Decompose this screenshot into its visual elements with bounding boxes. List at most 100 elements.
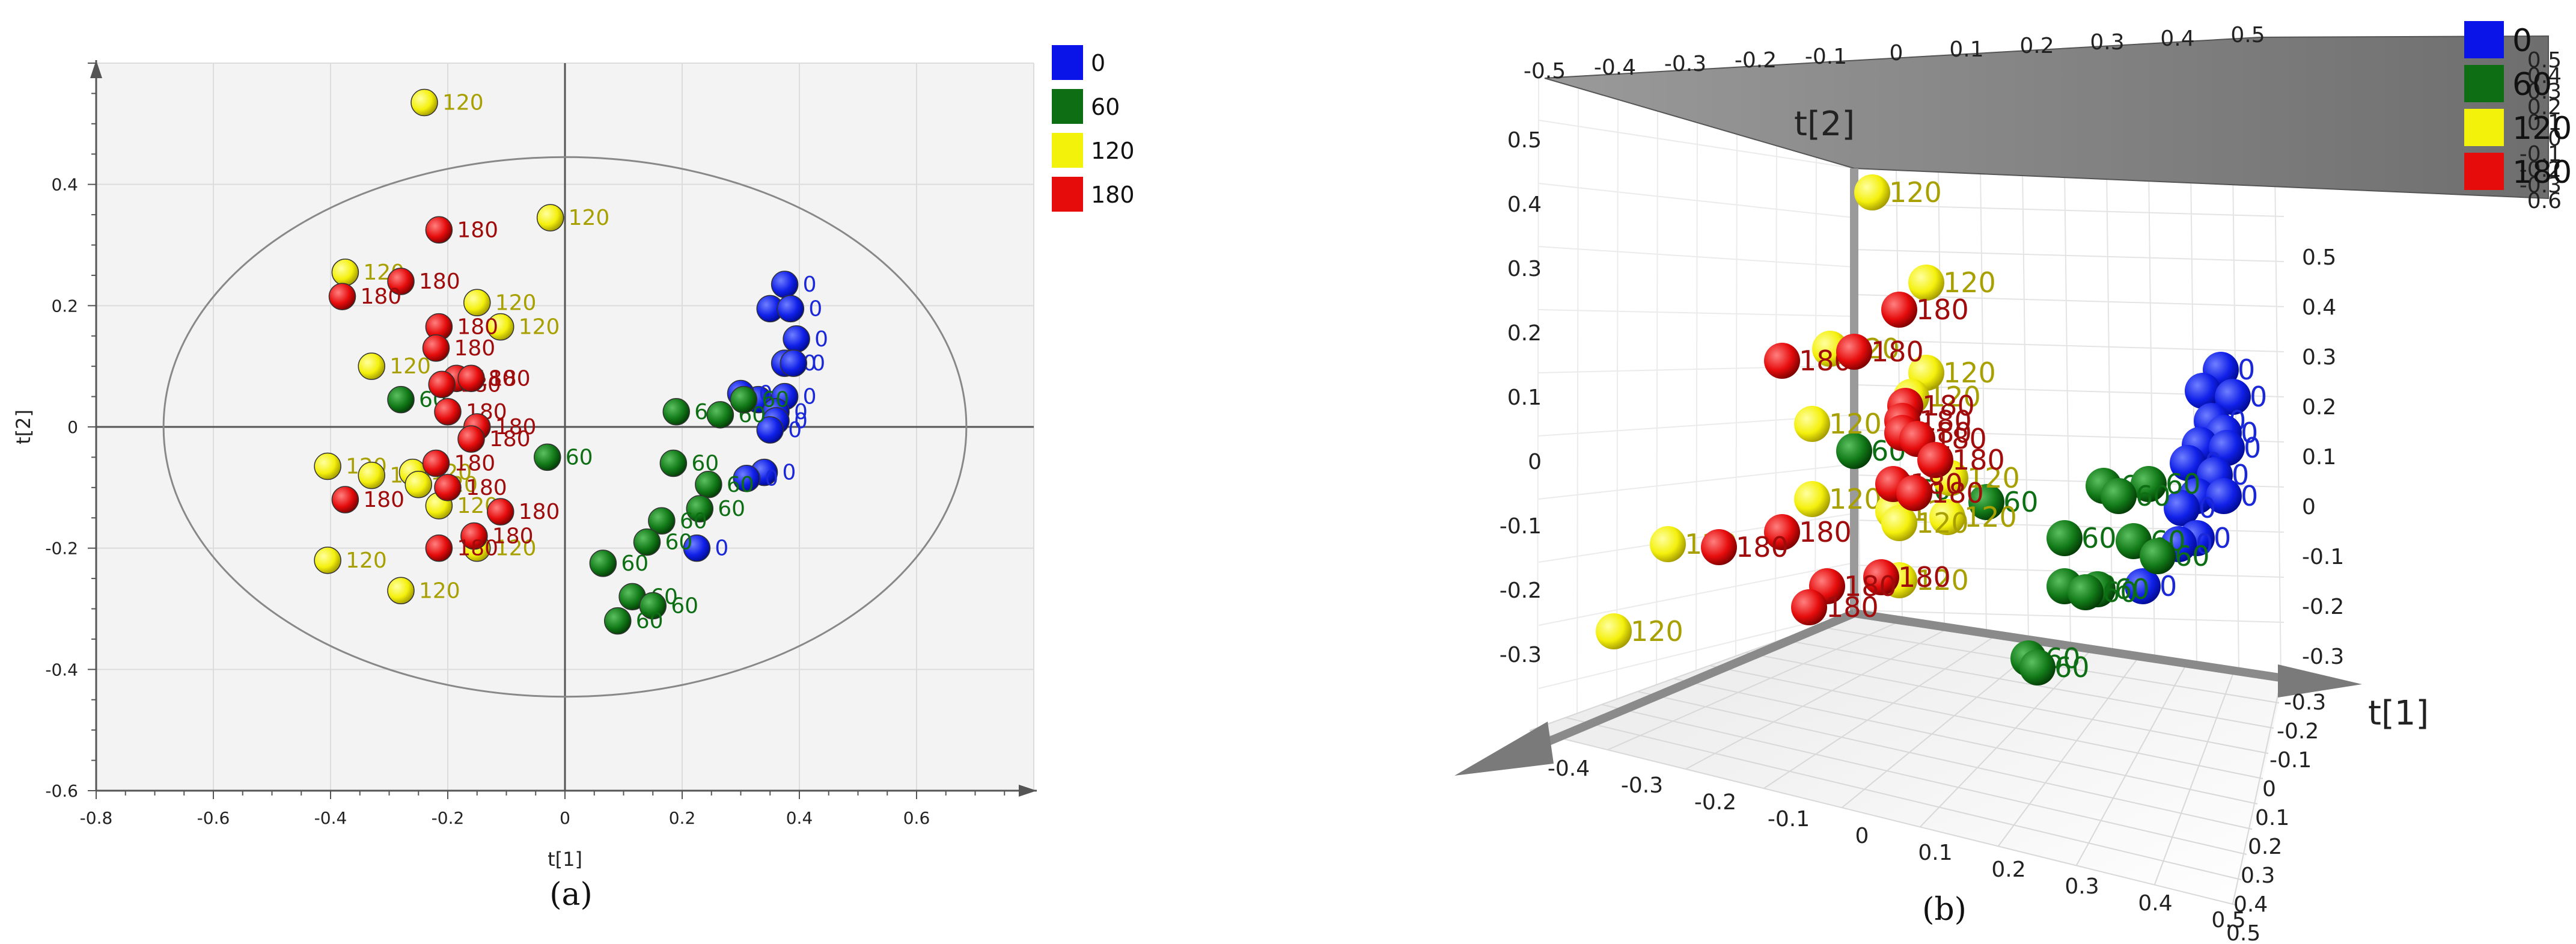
point-label: 180	[454, 336, 496, 361]
floor-grid-a	[1565, 717, 2242, 880]
sphere-label: 60	[2114, 573, 2150, 605]
bottom-right-tick-label: 0.2	[2248, 835, 2282, 859]
3d-scene	[1454, 35, 2549, 906]
right-tick-label: 0.4	[2302, 295, 2336, 320]
legend-label-60: 60	[1091, 94, 1120, 120]
point-120	[358, 352, 385, 380]
point-0	[771, 271, 799, 298]
sphere-label: 120	[1943, 357, 1996, 389]
sphere-180	[1917, 442, 1953, 478]
bottom-right-tick-label: -0.1	[2269, 748, 2312, 773]
legend-label-180: 180	[1091, 182, 1135, 208]
sphere-label: 120	[1631, 615, 1683, 648]
bottom-right-tick-label: -0.3	[2284, 690, 2326, 715]
sphere-label: 120	[1916, 507, 1969, 539]
sphere-60	[2019, 649, 2056, 685]
sphere-60	[2131, 466, 2167, 502]
point-120	[536, 204, 564, 231]
bottom-tick-label: -0.2	[1694, 790, 1736, 815]
top-right-tick-label: -0.2	[2520, 158, 2562, 182]
top-tick-label: 0.4	[2160, 26, 2194, 51]
point-label: 180	[519, 500, 560, 524]
right-tick-label: -0.3	[2302, 645, 2344, 669]
sphere-180	[1701, 529, 1737, 565]
y-axis-arrow	[90, 60, 102, 78]
x-tick-label: 0.6	[903, 808, 930, 828]
top-tick-label: 0.1	[1949, 37, 1983, 62]
y-tick-label: 0	[67, 417, 78, 437]
sphere-180	[1764, 514, 1800, 550]
panel-caption-a: (a)	[549, 877, 593, 913]
point-label: 0	[808, 296, 822, 321]
sphere-label: 60	[2081, 522, 2117, 554]
sphere-label: 0	[2214, 522, 2231, 554]
top-tick-label: 0.5	[2230, 23, 2265, 48]
sphere-label: 0	[2241, 480, 2258, 512]
back-grid-v	[1980, 168, 1987, 633]
left-tick-label: 0.2	[1507, 321, 1542, 346]
point-label: 0	[783, 461, 796, 485]
point-120	[463, 289, 491, 317]
point-label: 0	[803, 385, 817, 409]
sphere-180	[1836, 334, 1872, 370]
right-tick-label: -0.1	[2302, 545, 2344, 569]
back-grid-v	[2022, 168, 2029, 640]
point-180	[457, 364, 485, 393]
point-180	[425, 534, 453, 562]
point-60	[534, 443, 561, 471]
left-tick-label: -0.2	[1500, 578, 1542, 603]
point-60	[730, 385, 758, 414]
point-label: 120	[419, 578, 460, 603]
floor-grid-b	[1998, 656, 2140, 847]
score-plot-2d: -0.8 -0.6 -0.4 -0.2 0 0.2 0.4 0.6 -0.6-0.4-0.20…	[12, 45, 1135, 913]
bottom-tick-label: -0.1	[1768, 807, 1810, 832]
bottom-tick-label: -0.3	[1621, 773, 1663, 798]
x-tick-label: 0.2	[669, 808, 696, 828]
point-label: 180	[361, 284, 402, 309]
point-180	[460, 522, 488, 550]
point-label: 180	[419, 269, 460, 294]
sphere-label: 120	[1928, 381, 1981, 413]
point-label: 60	[762, 388, 789, 412]
point-label: 0	[794, 409, 808, 434]
sphere-label: 120	[1829, 483, 1882, 515]
left-tick-label: 0.4	[1507, 192, 1542, 217]
floor-grid-b	[2076, 663, 2187, 866]
legend-swatch-120	[1052, 133, 1083, 168]
left-grid-h	[1538, 246, 1855, 268]
left-grid-v	[1576, 88, 1579, 717]
point-120	[314, 547, 341, 574]
sphere-0	[2125, 568, 2161, 604]
sphere-60	[1836, 433, 1872, 469]
right-tick-label: 0.2	[2302, 395, 2336, 420]
axis-left-shaft	[1537, 609, 1856, 750]
axes	[88, 60, 1037, 799]
point-180	[331, 486, 359, 513]
point-label: 120	[442, 91, 484, 115]
sphere-180	[1881, 292, 1917, 328]
sphere-label: 180	[1916, 293, 1969, 326]
3d-tick-labels: 0.50.40.30.20.10-0.1-0.2-0.3-0.5 -0.4 -0.3…	[1500, 23, 2562, 944]
x-tick-label: -0.8	[80, 808, 113, 828]
top-right-tick-label: 0.4	[2527, 64, 2562, 88]
y-tick-label: 0.4	[51, 175, 78, 195]
top-right-tick-label: 0.2	[2527, 95, 2562, 120]
point-180	[425, 216, 453, 244]
floor-grid-a	[1601, 703, 2247, 855]
point-0	[780, 349, 807, 377]
point-label: 60	[665, 530, 693, 555]
top-tick-label: 0.2	[2019, 34, 2054, 58]
legend3d-label-120: 120	[2512, 111, 2572, 147]
point-label: 60	[636, 609, 664, 634]
data-points: 0000000000000006060606060606060606060606…	[314, 88, 828, 635]
top-right-tick-label: 0.6	[2527, 189, 2562, 213]
bottom-tick-label: -0.4	[1548, 756, 1590, 781]
sphere-60	[2101, 478, 2137, 514]
bottom-tick-label: 0.2	[1991, 857, 2025, 882]
point-0	[783, 325, 810, 353]
point-120	[404, 471, 432, 498]
left-grid-v	[1616, 99, 1619, 702]
sphere-0	[2209, 430, 2245, 466]
sphere-120	[1929, 499, 1965, 535]
sphere-0	[2185, 373, 2221, 409]
